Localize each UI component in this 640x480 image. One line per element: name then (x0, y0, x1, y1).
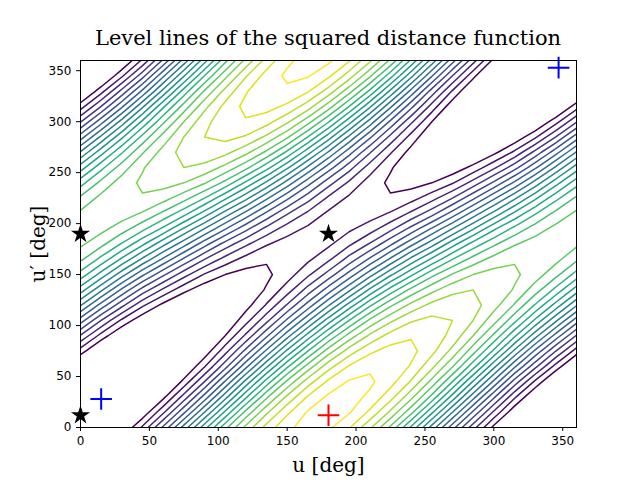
svg-text:0: 0 (64, 420, 72, 434)
svg-text:350: 350 (551, 434, 574, 448)
svg-text:300: 300 (49, 115, 72, 129)
svg-text:0: 0 (77, 434, 85, 448)
svg-text:350: 350 (49, 64, 72, 78)
svg-text:300: 300 (482, 434, 505, 448)
svg-text:150: 150 (49, 267, 72, 281)
svg-text:50: 50 (142, 434, 157, 448)
svg-text:50: 50 (56, 369, 71, 383)
svg-text:u′ [deg]: u′ [deg] (26, 206, 50, 283)
svg-text:100: 100 (49, 318, 72, 332)
svg-text:u [deg]: u [deg] (292, 453, 364, 477)
svg-text:100: 100 (207, 434, 230, 448)
svg-text:250: 250 (413, 434, 436, 448)
svg-text:150: 150 (276, 434, 299, 448)
svg-text:250: 250 (49, 165, 72, 179)
svg-text:200: 200 (345, 434, 368, 448)
svg-text:200: 200 (49, 216, 72, 230)
html-text:Level lines of the squared dis: Level lines of the squared distance func… (95, 26, 561, 50)
